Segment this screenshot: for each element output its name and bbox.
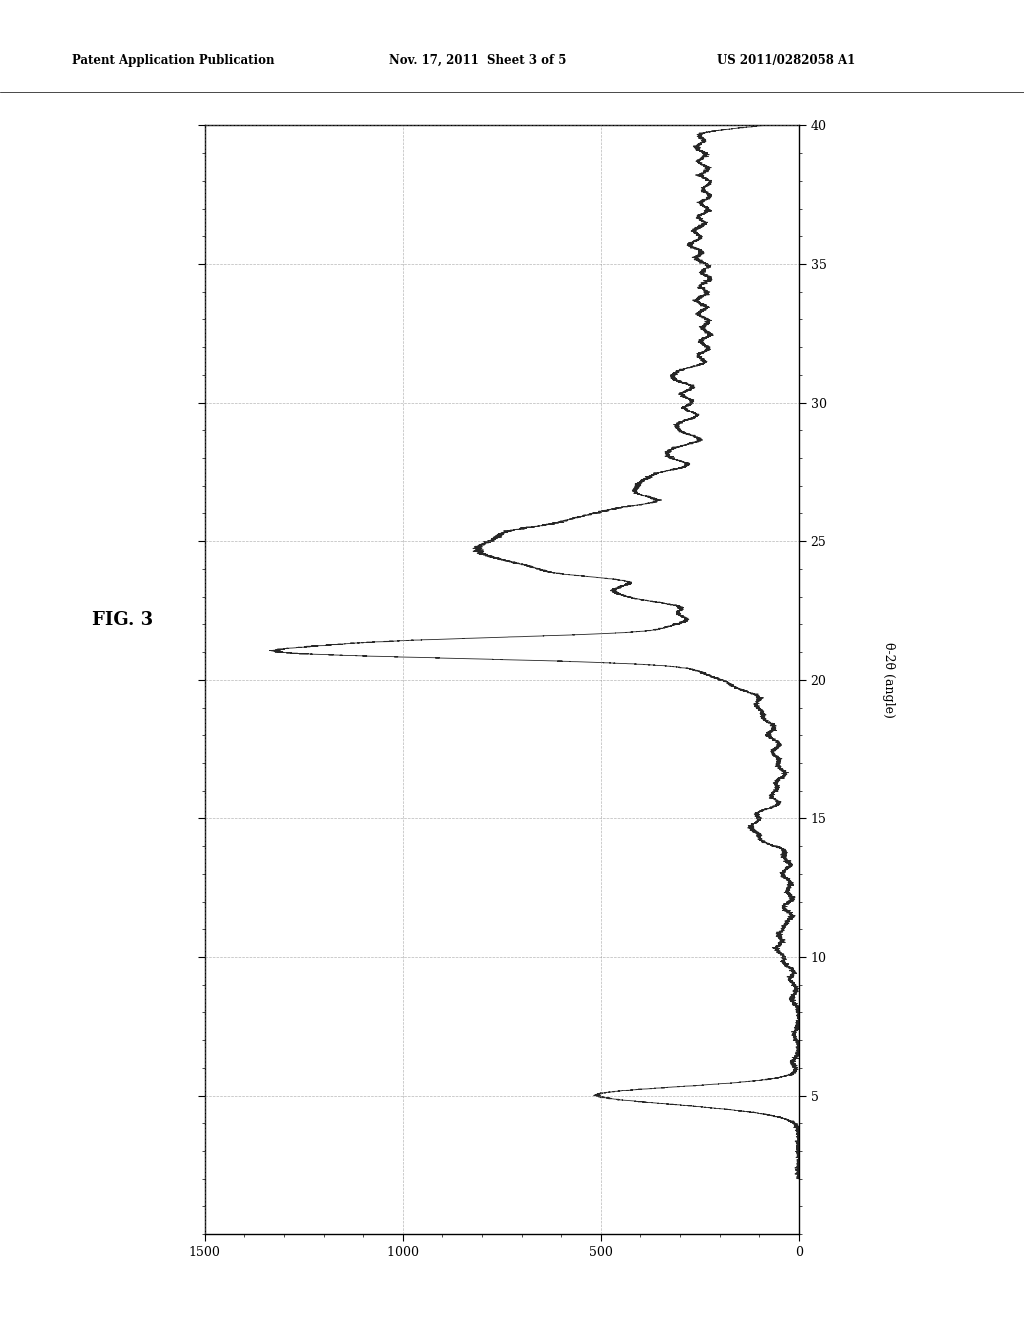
Text: FIG. 3: FIG. 3	[92, 611, 154, 630]
Text: Patent Application Publication: Patent Application Publication	[72, 54, 274, 66]
Text: Nov. 17, 2011  Sheet 3 of 5: Nov. 17, 2011 Sheet 3 of 5	[389, 54, 566, 66]
Text: US 2011/0282058 A1: US 2011/0282058 A1	[717, 54, 855, 66]
Y-axis label: θ-2θ (angle): θ-2θ (angle)	[882, 642, 895, 718]
